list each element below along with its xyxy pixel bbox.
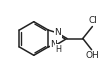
Text: N: N	[50, 40, 56, 49]
Text: Cl: Cl	[88, 16, 96, 25]
Text: N: N	[54, 28, 60, 37]
Text: OH: OH	[84, 51, 98, 60]
Text: H: H	[55, 45, 61, 54]
